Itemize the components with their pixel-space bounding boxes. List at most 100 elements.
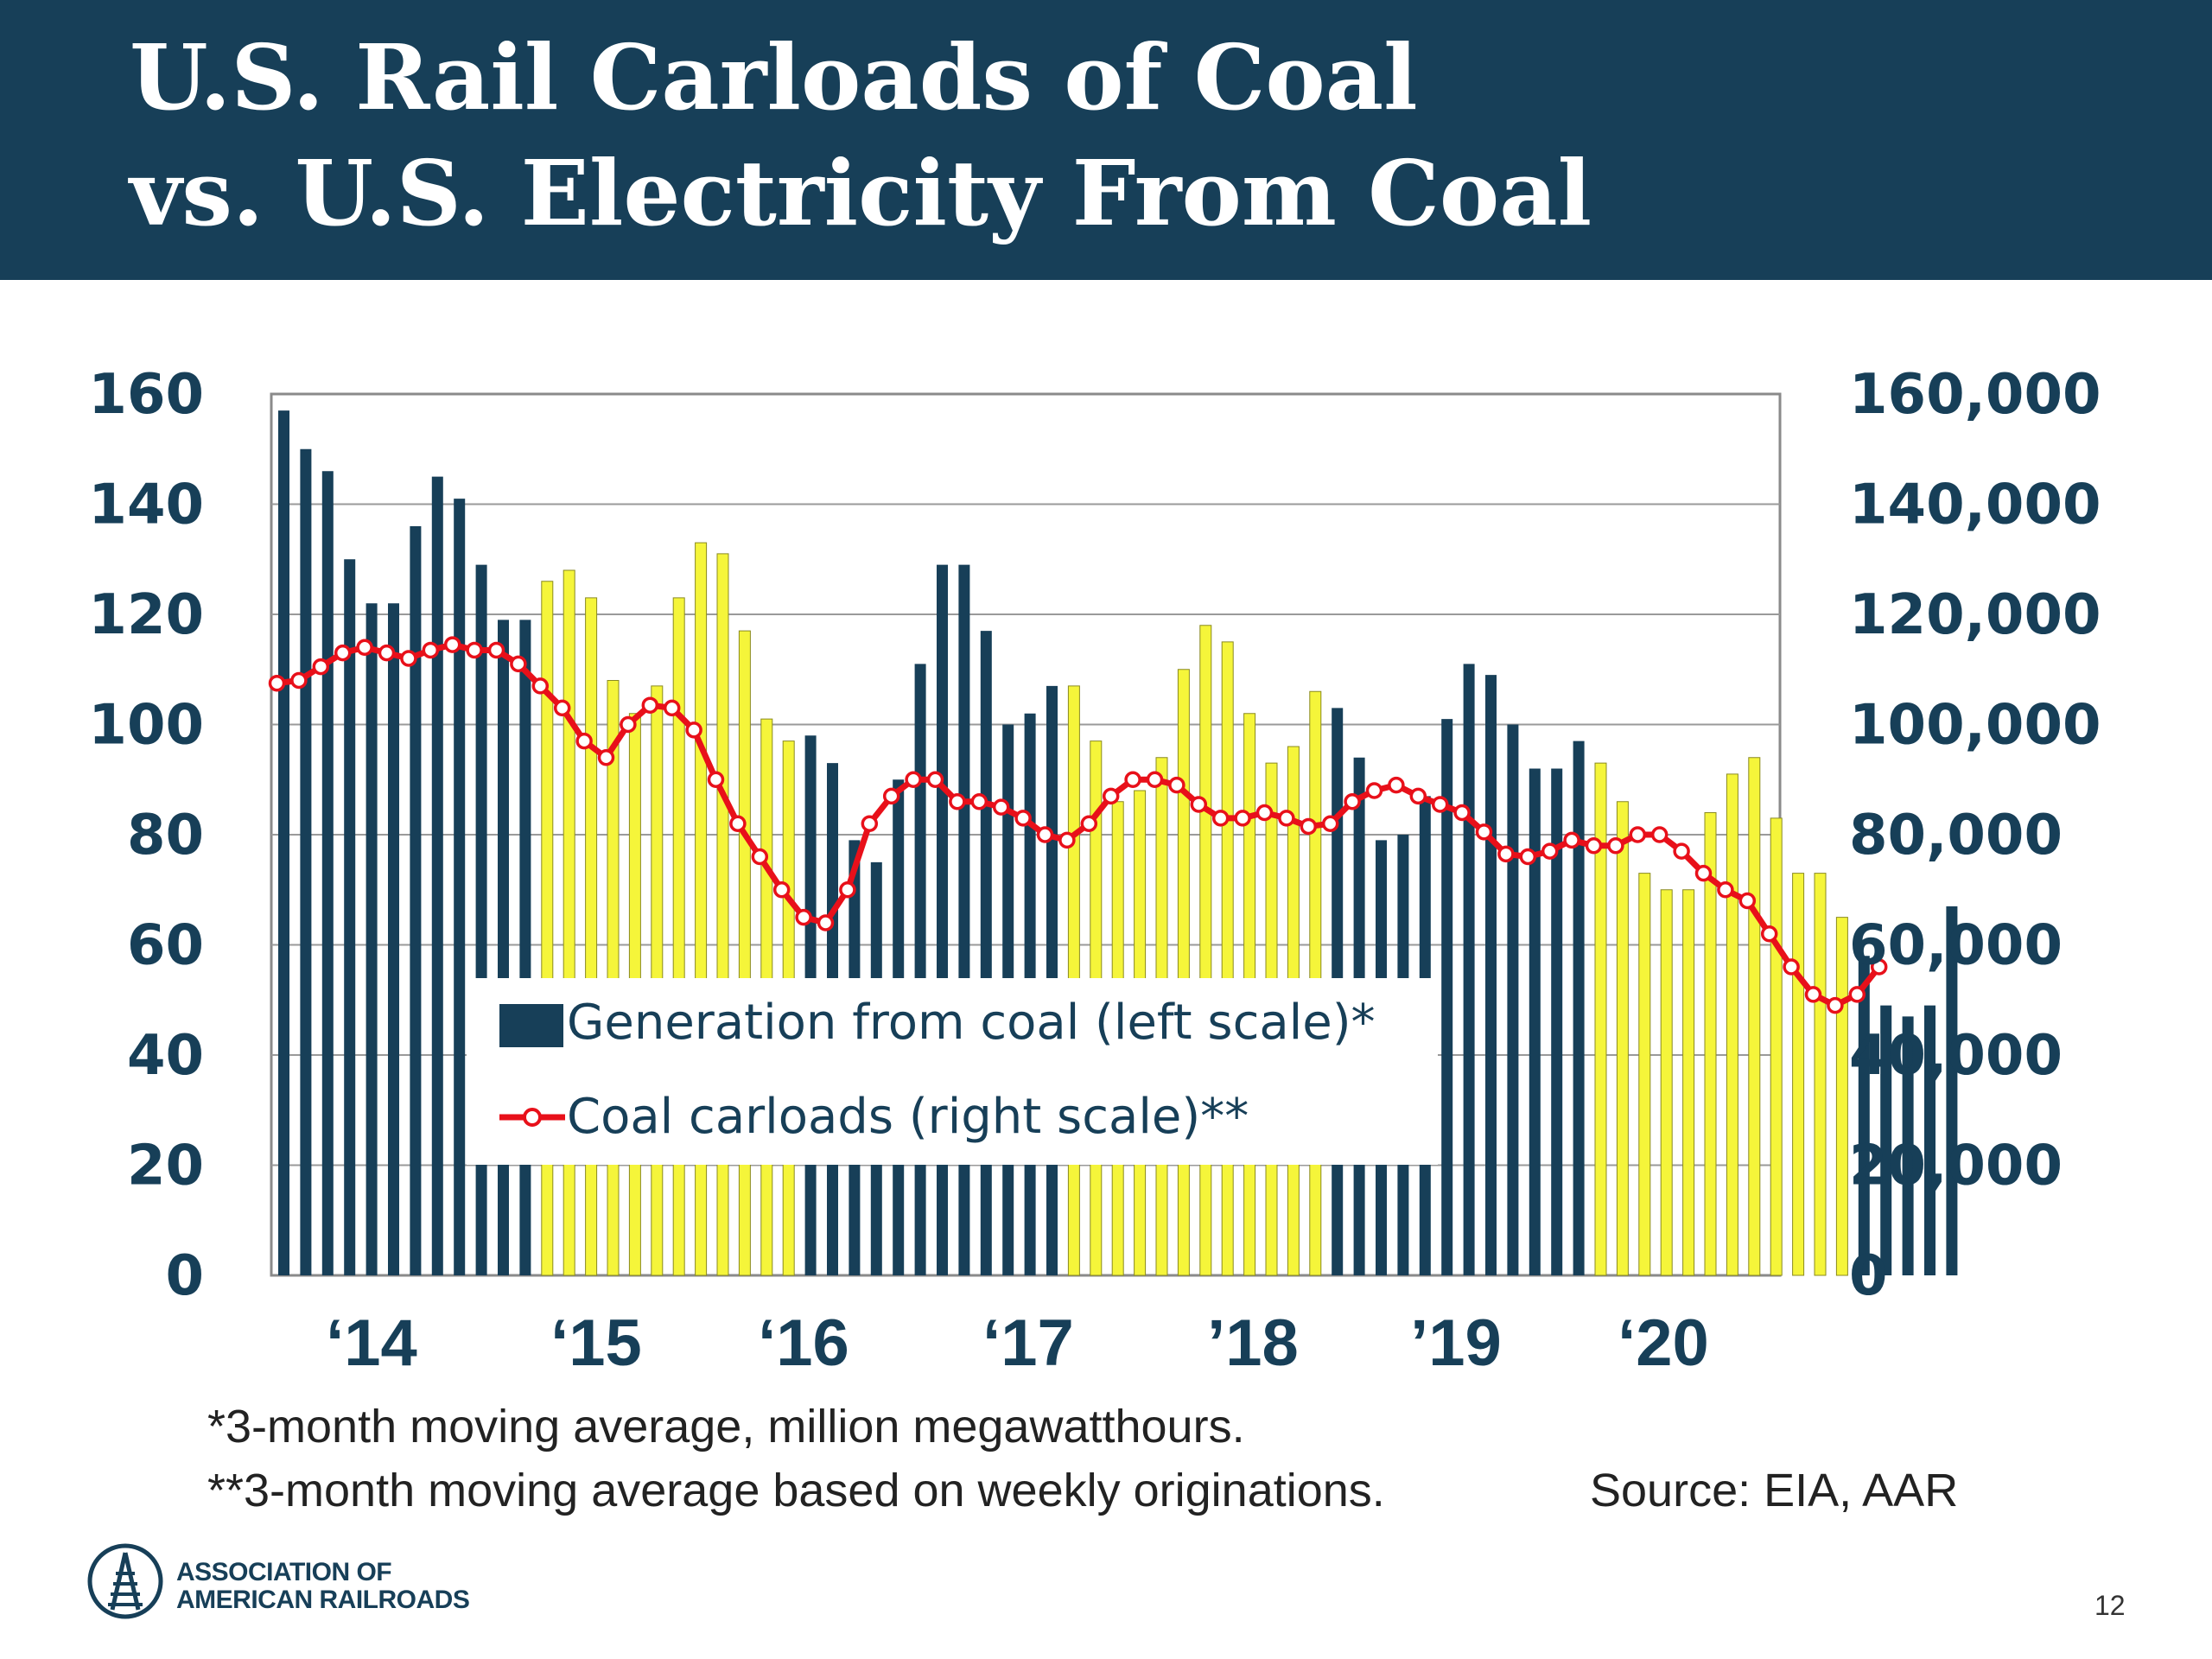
title-banner: U.S. Rail Carloads of Coal vs. U.S. Elec… [0, 0, 2212, 280]
carloads-point [1497, 845, 1515, 863]
carloads-point [510, 655, 527, 673]
generation-bar [475, 564, 487, 1275]
generation-bar [1902, 1016, 1914, 1275]
left-axis-tick-label: 160 [88, 363, 204, 427]
left-axis-tick-label: 0 [165, 1244, 204, 1308]
carloads-point [1848, 986, 1866, 1003]
carloads-point [1431, 796, 1449, 813]
carloads-point [1694, 864, 1713, 882]
carloads-point [949, 793, 966, 810]
generation-bar [1573, 741, 1585, 1275]
carloads-point [531, 677, 550, 695]
carloads-point [1234, 810, 1251, 827]
carloads-point [1365, 782, 1383, 799]
carloads-point [356, 639, 373, 656]
carloads-point [1168, 776, 1185, 794]
x-axis-tick-label: ’19 [1410, 1306, 1502, 1380]
generation-bar [1858, 956, 1870, 1275]
generation-bar [1814, 873, 1827, 1276]
generation-bar [519, 620, 531, 1275]
generation-bar [1616, 801, 1629, 1276]
generation-bar [914, 664, 926, 1275]
left-axis-tick-label: 40 [127, 1024, 204, 1088]
carloads-point [400, 650, 417, 667]
carloads-point [839, 881, 856, 899]
carloads-point [1585, 837, 1603, 855]
carloads-point [795, 908, 812, 926]
x-axis-tick-label: ‘17 [982, 1306, 1074, 1380]
footnote-carloads: **3-month moving average based on weekly… [207, 1465, 1385, 1516]
carloads-point [1036, 826, 1054, 843]
carloads-point [707, 771, 725, 788]
right-axis-tick-label: 60,000 [1849, 914, 2063, 978]
right-axis-tick-label: 20,000 [1849, 1135, 2063, 1198]
carloads-point [1058, 831, 1076, 849]
carloads-point [1760, 925, 1778, 943]
carloads-point [1211, 810, 1230, 827]
generation-bar [1177, 669, 1190, 1276]
generation-bar [1792, 873, 1805, 1276]
carloads-point [466, 641, 483, 659]
carloads-point [1783, 958, 1800, 976]
logo-text-line-1: ASSOCIATION OF [176, 1558, 392, 1586]
carloads-point [575, 732, 593, 750]
generation-bar [958, 564, 970, 1275]
legend-label-generation: Generation from coal (left scale)* [567, 995, 1376, 1051]
carloads-line [268, 636, 1888, 1014]
carloads-point [268, 674, 286, 692]
generation-bar [672, 597, 685, 1276]
carloads-point [1870, 958, 1888, 976]
carloads-point [751, 848, 769, 866]
generation-bar [980, 631, 992, 1275]
generation-bar [300, 448, 312, 1275]
generation-bar [1748, 757, 1761, 1276]
carloads-point [553, 699, 571, 717]
carloads-point [312, 658, 330, 676]
carloads-point [817, 914, 835, 931]
carloads-point [1519, 848, 1537, 866]
generation-bar [1221, 641, 1234, 1276]
generation-bar [1638, 873, 1651, 1276]
generation-bar [1660, 889, 1673, 1276]
carloads-point [422, 641, 440, 659]
x-axis-tick-label: ‘14 [326, 1306, 417, 1380]
carloads-point [926, 771, 944, 788]
carloads-point [641, 696, 659, 714]
carloads-point [1124, 771, 1141, 788]
carloads-point [487, 641, 505, 659]
carloads-point [1255, 804, 1274, 822]
carloads-point [1453, 804, 1471, 822]
carloads-point [992, 798, 1010, 816]
left-axis-tick-label: 100 [88, 694, 204, 758]
carloads-point [1102, 787, 1120, 805]
carloads-point [1804, 986, 1822, 1003]
right-axis-tick-label: 120,000 [1849, 583, 2101, 647]
generation-bar [278, 410, 289, 1275]
carloads-point [1080, 815, 1098, 832]
generation-bar [716, 553, 729, 1276]
carloads-point [1541, 842, 1559, 860]
generation-bar [1441, 719, 1453, 1275]
generation-bar [1726, 773, 1738, 1276]
carloads-point [729, 815, 747, 832]
generation-bar [585, 597, 598, 1276]
generation-bar [1594, 762, 1607, 1276]
carloads-point [1827, 996, 1844, 1014]
generation-bar [1529, 768, 1541, 1275]
carloads-point [663, 699, 681, 717]
left-axis-tick-label: 140 [88, 474, 204, 537]
carloads-point [290, 671, 308, 690]
legend-box [467, 978, 1438, 1165]
generation-bar [1835, 917, 1848, 1276]
right-axis: 160,000 140,000 120,000 100,000 80,000 60,000… [1849, 363, 2101, 1308]
right-axis-tick-label: 100,000 [1849, 694, 2101, 758]
generation-bar [563, 569, 575, 1276]
generation-bar [1485, 675, 1497, 1275]
generation-bar [498, 620, 509, 1275]
carloads-point [1717, 881, 1734, 899]
generation-bar [1551, 768, 1563, 1275]
left-axis-tick-label: 60 [127, 914, 204, 978]
generation-bar [607, 680, 620, 1276]
right-axis-tick-label: 40,000 [1849, 1024, 2063, 1088]
slide-title-line-2: vs. U.S. Electricity From Coal [130, 140, 1592, 246]
